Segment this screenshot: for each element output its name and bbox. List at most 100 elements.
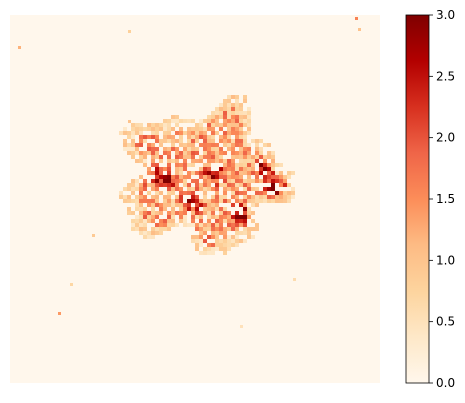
heatmap-cell [231, 107, 235, 111]
heatmap-cell [231, 187, 235, 191]
heatmap-cell [171, 179, 175, 183]
heatmap-cell [223, 191, 227, 195]
heatmap-cell [167, 135, 171, 139]
heatmap-cell [235, 111, 239, 115]
heatmap-cell [267, 187, 271, 191]
heatmap-cell [239, 159, 243, 163]
heatmap-cell [171, 211, 175, 215]
heatmap-cell [255, 195, 259, 199]
heatmap-cell [151, 207, 155, 211]
heatmap-cell [235, 175, 239, 179]
heatmap-cell [215, 123, 219, 127]
heatmap-cell [147, 127, 151, 131]
heatmap-cell [223, 111, 227, 115]
heatmap-cell [227, 127, 231, 131]
heatmap-cell [247, 167, 251, 171]
heatmap-cell [243, 123, 247, 127]
heatmap-cell [287, 199, 291, 203]
heatmap-cell [171, 223, 175, 227]
heatmap-cell [127, 147, 131, 151]
heatmap-cell [135, 203, 139, 207]
heatmap-cell [243, 111, 247, 115]
heatmap-cell [179, 187, 183, 191]
heatmap-cell [167, 147, 171, 151]
heatmap-cell [92, 234, 95, 237]
heatmap-cell [227, 119, 231, 123]
heatmap-cell [191, 119, 195, 123]
heatmap-cell [223, 239, 227, 243]
heatmap-cell [131, 139, 135, 143]
heatmap-cell [167, 215, 171, 219]
heatmap-cell [279, 179, 283, 183]
heatmap-cell [151, 155, 155, 159]
heatmap-cell [151, 227, 155, 231]
heatmap-cell [159, 203, 163, 207]
heatmap-cell [271, 187, 275, 191]
heatmap-cell [167, 175, 171, 179]
heatmap-cell [243, 187, 247, 191]
heatmap-cell [199, 143, 203, 147]
heatmap-cell [239, 115, 243, 119]
heatmap-cell [191, 135, 195, 139]
heatmap-cell [271, 151, 275, 155]
heatmap-cell [211, 131, 215, 135]
heatmap-cell [219, 107, 223, 111]
heatmap-cell [151, 163, 155, 167]
heatmap-cell [151, 151, 155, 155]
heatmap-cell [227, 243, 231, 247]
heatmap-cell [215, 131, 219, 135]
heatmap-cell [187, 171, 191, 175]
heatmap-cell [207, 163, 211, 167]
heatmap-cell [259, 195, 263, 199]
heatmap-cell [219, 135, 223, 139]
heatmap-cell [255, 159, 259, 163]
heatmap-cell [227, 99, 231, 103]
heatmap-cell [175, 151, 179, 155]
heatmap-cell [223, 235, 227, 239]
heatmap-cell [143, 179, 147, 183]
heatmap-cell [231, 239, 235, 243]
heatmap-cell [139, 211, 143, 215]
heatmap-cell [195, 235, 199, 239]
heatmap-cell [179, 135, 183, 139]
heatmap-cell [167, 187, 171, 191]
heatmap-cell [183, 159, 187, 163]
heatmap-cell [159, 123, 163, 127]
heatmap-cell [223, 135, 227, 139]
heatmap-cell [143, 139, 147, 143]
heatmap-cell [243, 139, 247, 143]
heatmap-cell [239, 199, 243, 203]
heatmap-cell [195, 195, 199, 199]
heatmap-cell [215, 247, 219, 251]
heatmap-cell [219, 207, 223, 211]
heatmap-cell [263, 199, 267, 203]
heatmap-cell [231, 167, 235, 171]
heatmap-cell [187, 131, 191, 135]
heatmap-cell [191, 215, 195, 219]
heatmap-cell [243, 167, 247, 171]
heatmap-cell [231, 123, 235, 127]
heatmap-cell [203, 175, 207, 179]
heatmap-cell [139, 203, 143, 207]
heatmap-cell [203, 191, 207, 195]
heatmap-cell [227, 183, 231, 187]
heatmap-cell [199, 235, 203, 239]
heatmap-cell [239, 191, 243, 195]
colorbar-tick-label: 0.0 [436, 376, 455, 390]
heatmap-cell [155, 203, 159, 207]
heatmap-cell [207, 175, 211, 179]
heatmap-cell [219, 195, 223, 199]
heatmap-cell [139, 191, 143, 195]
heatmap-cell [231, 155, 235, 159]
heatmap-cell [163, 199, 167, 203]
heatmap-cell [239, 179, 243, 183]
heatmap-cell [207, 187, 211, 191]
heatmap-cell [227, 215, 231, 219]
heatmap-cell [219, 127, 223, 131]
heatmap-cell [135, 143, 139, 147]
heatmap-cell [139, 207, 143, 211]
heatmap-cell [151, 195, 155, 199]
heatmap-cell [263, 195, 267, 199]
heatmap-cell [235, 211, 239, 215]
heatmap-cell [239, 151, 243, 155]
